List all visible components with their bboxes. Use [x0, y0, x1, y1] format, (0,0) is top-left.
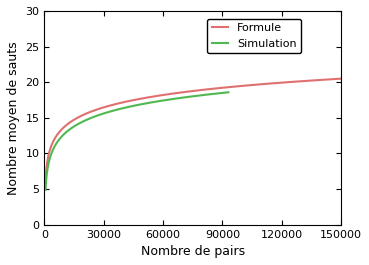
Simulation	[130, 104, 135, 108]
Simulation	[226, 91, 231, 94]
Simulation	[222, 91, 226, 94]
X-axis label: Nombre de pairs: Nombre de pairs	[141, 245, 245, 258]
Line: Formule: Formule	[45, 79, 341, 180]
Formule	[184, 90, 188, 94]
Simulation	[43, 188, 48, 191]
Simulation	[152, 100, 156, 104]
Formule	[332, 77, 336, 81]
Simulation	[193, 94, 197, 98]
Y-axis label: Nombre moyen de sauts: Nombre moyen de sauts	[7, 41, 20, 195]
Formule	[286, 81, 290, 84]
Simulation	[131, 104, 136, 107]
Formule	[203, 88, 208, 91]
Legend: Formule, Simulation: Formule, Simulation	[207, 19, 301, 53]
Formule	[43, 179, 48, 182]
Formule	[339, 77, 343, 80]
Formule	[219, 86, 224, 90]
Line: Simulation: Simulation	[45, 92, 228, 190]
Simulation	[142, 102, 146, 105]
Formule	[186, 90, 190, 93]
